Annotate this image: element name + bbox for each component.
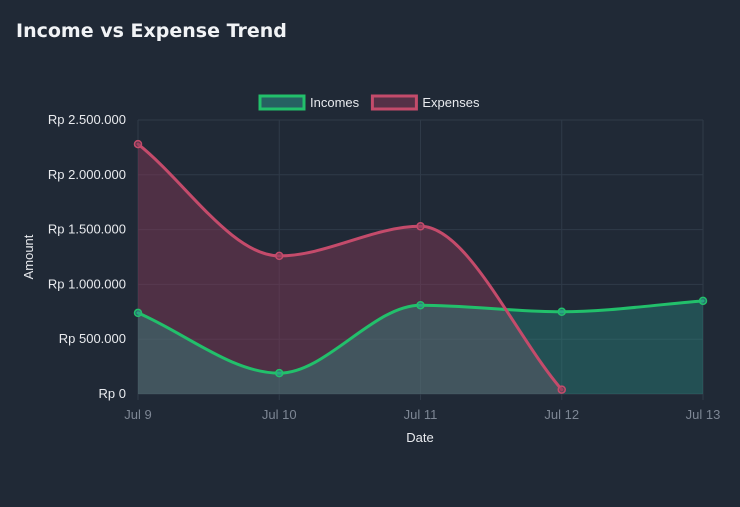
- series-line-incomes: [136, 299, 705, 375]
- y-axis-ticks: Rp 0 Rp 500.000 Rp 1.000.000 Rp 1.500.000 Rp…: [48, 112, 126, 401]
- data-point-incomes[interactable]: [416, 300, 425, 310]
- series-fills: [138, 144, 703, 394]
- data-points: [133, 139, 708, 394]
- series-fill-expenses: [138, 144, 562, 394]
- y-tick-label: Rp 2.500.000: [48, 112, 126, 127]
- legend-item-expenses[interactable]: Expenses: [370, 94, 480, 111]
- legend-swatch: [370, 94, 418, 111]
- data-point-expenses[interactable]: [133, 139, 143, 149]
- legend-label: Expenses: [422, 95, 480, 110]
- y-tick-label: Rp 1.000.000: [48, 276, 126, 291]
- series-fill-incomes: [138, 300, 703, 394]
- legend-label: Incomes: [310, 95, 360, 110]
- x-tick-label: Jul 12: [544, 407, 579, 422]
- data-point-incomes[interactable]: [557, 307, 566, 317]
- y-tick-label: Rp 500.000: [59, 331, 126, 346]
- legend: Incomes Expenses: [258, 94, 480, 111]
- data-point-incomes[interactable]: [133, 308, 143, 318]
- x-tick-label: Jul 10: [262, 407, 297, 422]
- y-axis-title: Amount: [21, 234, 36, 279]
- x-tick-label: Jul 9: [124, 407, 151, 422]
- series-lines: [136, 142, 705, 392]
- data-point-expenses[interactable]: [275, 251, 284, 261]
- x-axis-title: Date: [406, 430, 433, 445]
- chart-title: Income vs Expense Trend: [16, 20, 287, 42]
- data-point-incomes[interactable]: [698, 296, 708, 306]
- series-line-expenses: [136, 142, 564, 392]
- y-tick-label: Rp 0: [99, 386, 126, 401]
- data-point-incomes[interactable]: [275, 368, 284, 378]
- legend-item-incomes[interactable]: Incomes: [258, 94, 360, 111]
- data-point-expenses[interactable]: [416, 222, 425, 231]
- y-tick-label: Rp 2.000.000: [48, 167, 126, 182]
- x-tick-label: Jul 13: [686, 407, 721, 422]
- data-point-expenses[interactable]: [557, 385, 566, 394]
- legend-swatch: [258, 94, 306, 111]
- x-axis-ticks: Jul 9 Jul 10 Jul 11 Jul 12 Jul 13: [124, 407, 720, 422]
- x-tick-label: Jul 11: [404, 407, 438, 422]
- y-tick-label: Rp 1.500.000: [48, 222, 126, 237]
